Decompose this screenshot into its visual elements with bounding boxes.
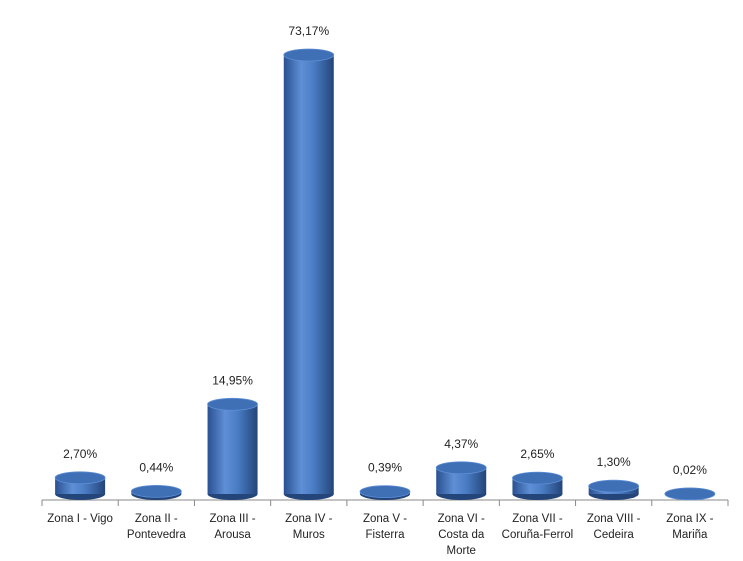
- bar: [207, 404, 258, 494]
- bar-cap: [359, 485, 411, 499]
- data-label: 0,39%: [368, 461, 402, 475]
- x-tick-label: Zona VII - Coruña-Ferrol: [501, 513, 574, 541]
- data-label: 0,44%: [139, 460, 173, 474]
- bar-cap: [54, 471, 106, 485]
- bar-cap: [130, 484, 182, 498]
- x-tick-label: Zona V - Fisterra: [362, 513, 408, 541]
- data-label: 14,95%: [212, 373, 253, 387]
- data-label: 2,65%: [520, 447, 554, 461]
- x-tick-label: Zona I - Vigo: [47, 513, 113, 525]
- x-tick-label: Zona IX - Mariña: [666, 513, 714, 541]
- x-tick-label: Zona II - Pontevedra: [126, 513, 186, 541]
- bar-cap: [283, 48, 335, 62]
- bar-cap: [588, 479, 640, 493]
- x-tick-label: Zona III - Arousa: [209, 513, 256, 541]
- bar-cap: [664, 487, 716, 501]
- bar-cap: [207, 397, 258, 411]
- bar-cap: [435, 461, 487, 475]
- data-label: 2,70%: [63, 447, 97, 461]
- data-label: 73,17%: [288, 24, 329, 38]
- data-label: 4,37%: [444, 437, 478, 451]
- x-tick-label: Zona VIII - Cedeira: [586, 513, 641, 541]
- x-tick-label: Zona VI - Costa da Morte: [437, 513, 485, 557]
- bar-cap: [512, 471, 563, 485]
- x-tick-label: Zona IV - Muros: [285, 513, 333, 541]
- bar: [283, 54, 334, 494]
- data-label: 0,02%: [673, 463, 707, 477]
- data-label: 1,30%: [597, 455, 631, 469]
